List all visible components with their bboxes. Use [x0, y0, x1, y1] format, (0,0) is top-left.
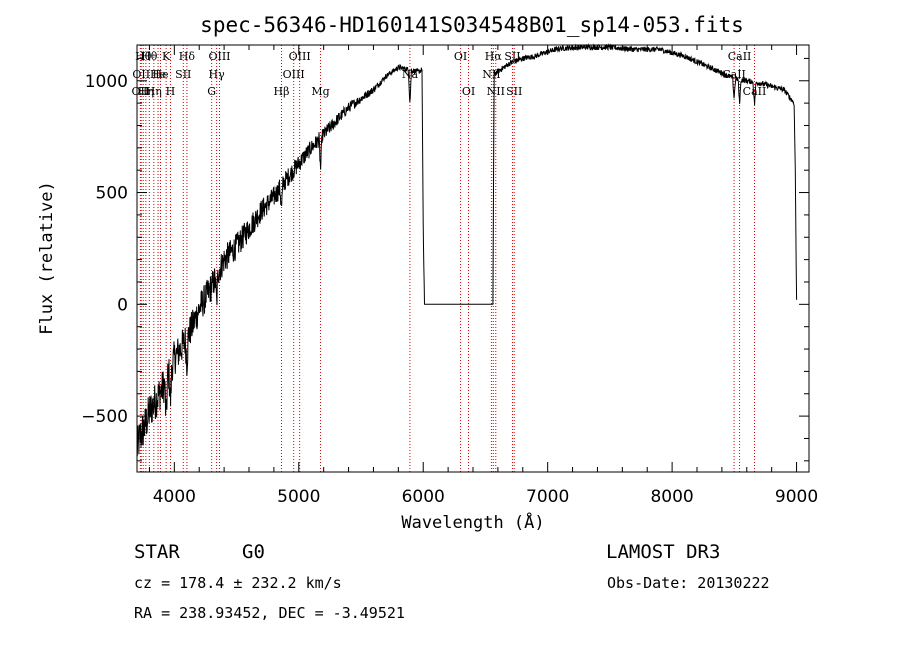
line-marker-label: K	[162, 50, 171, 63]
x-tick-label: 8000	[650, 487, 693, 507]
line-marker-label: SII	[175, 68, 191, 81]
chart-title: spec-56346-HD160141S034548B01_sp14-053.f…	[200, 13, 744, 37]
line-marker-label: He	[150, 68, 166, 81]
line-marker-label: OIII	[283, 68, 305, 81]
redshift-readout: cz = 178.4 ± 232.2 km/s	[134, 574, 342, 592]
line-marker-label: Hγ	[209, 68, 226, 81]
line-marker-label: OIII	[208, 50, 230, 63]
line-marker-label: OII	[132, 85, 150, 98]
line-label-group: OIIOIIHθHηHθHηHeHeKHSIIHδGHγOIIIHβOIIIOI…	[132, 50, 767, 98]
line-marker-label: Hα	[485, 50, 503, 63]
line-marker-label: OIII	[289, 50, 311, 63]
observation-date: Obs-Date: 20130222	[607, 574, 770, 592]
y-tick-label: 500	[96, 184, 128, 204]
plot-frame	[136, 44, 810, 473]
line-marker-label: Hθ	[141, 50, 158, 63]
survey-name: LAMOST DR3	[606, 541, 721, 563]
x-tick-label: 6000	[402, 487, 445, 507]
line-marker-label: NII	[487, 85, 505, 98]
y-tick-label: 0	[117, 295, 128, 315]
line-marker-label: CaII	[728, 50, 752, 63]
line-marker-label: Hδ	[179, 50, 196, 63]
line-marker-label: OI	[454, 50, 467, 63]
x-axis-label: Wavelength (Å)	[401, 511, 544, 533]
line-marker-label: OII	[132, 68, 150, 81]
line-marker-label: He	[152, 68, 168, 81]
sky-coordinates: RA = 238.93452, DEC = -3.49521	[134, 604, 405, 622]
x-tick-label: 4000	[153, 487, 196, 507]
spectral-subclass: G0	[242, 541, 265, 563]
line-marker-label: Hη	[146, 85, 162, 98]
line-marker-label: Hθ	[135, 50, 152, 63]
line-marker-label: G	[207, 85, 216, 98]
x-tick-label: 9000	[775, 487, 818, 507]
line-marker-group	[139, 45, 755, 472]
y-tick-label: −500	[81, 407, 128, 427]
line-marker-label: H	[166, 85, 176, 98]
line-marker-label: CaII	[743, 85, 767, 98]
line-marker-label: Mg	[311, 85, 329, 98]
line-marker-label: CaII	[722, 68, 746, 81]
line-marker-label: OI	[462, 85, 475, 98]
line-marker-label: NII	[482, 68, 500, 81]
object-class: STAR	[134, 541, 180, 563]
line-marker-label: Hβ	[274, 85, 290, 98]
x-tick-label: 7000	[526, 487, 569, 507]
line-marker-label: Hη	[138, 85, 154, 98]
x-axis: 4000 5000 6000 7000 8000 9000	[148, 45, 818, 507]
line-marker-label: SII	[506, 85, 522, 98]
y-tick-label: 1000	[85, 72, 128, 92]
y-axis-label: Flux (relative)	[37, 181, 57, 335]
spectrum-line	[136, 43, 798, 457]
x-tick-label: 5000	[277, 487, 320, 507]
y-axis: −500 0 500 1000	[81, 57, 809, 462]
